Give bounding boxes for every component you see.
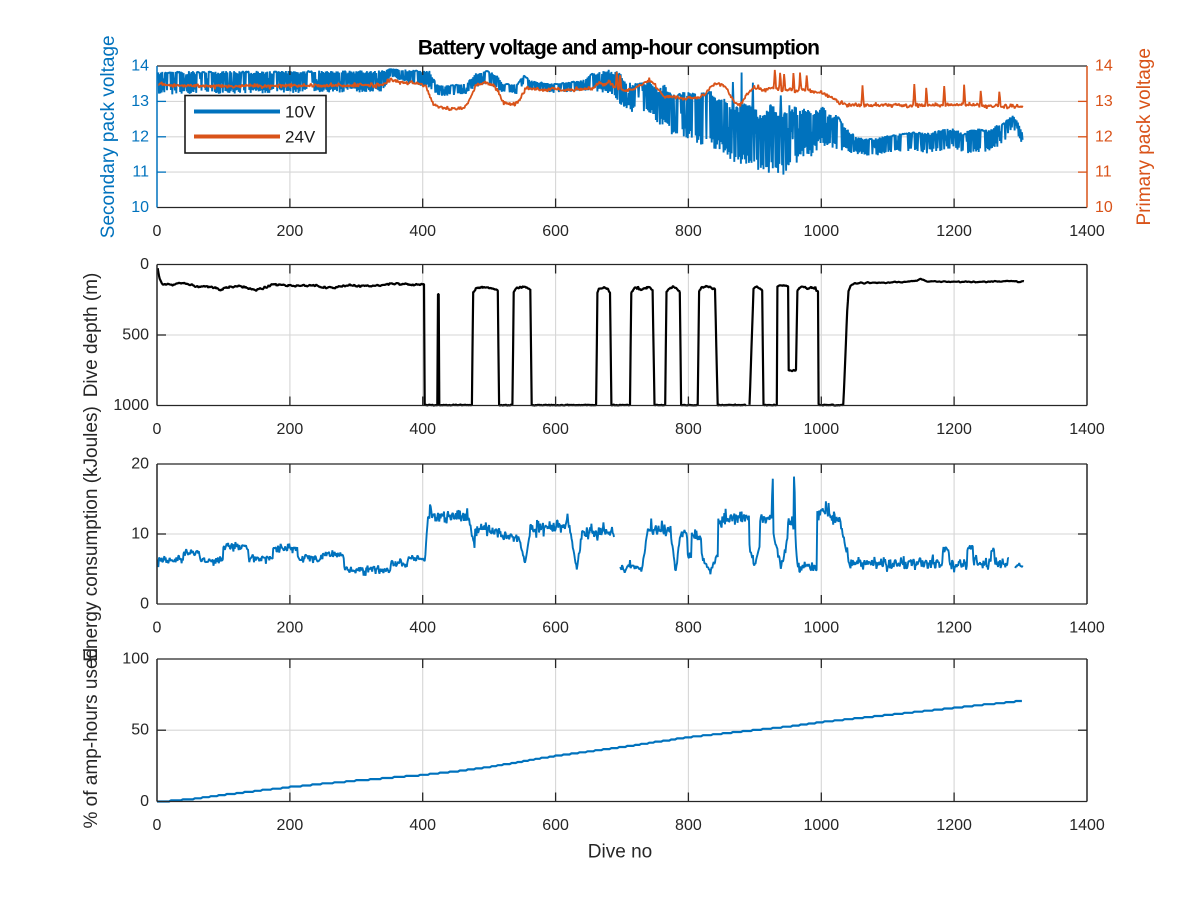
svg-text:24V: 24V	[285, 128, 316, 147]
svg-text:1200: 1200	[936, 223, 972, 240]
svg-text:13: 13	[131, 93, 149, 110]
svg-text:Secondary pack voltage: Secondary pack voltage	[98, 35, 119, 238]
svg-text:400: 400	[409, 620, 436, 637]
svg-text:Energy consumption (kJoules): Energy consumption (kJoules)	[81, 406, 102, 662]
svg-text:1000: 1000	[804, 817, 840, 834]
svg-text:1000: 1000	[113, 397, 149, 414]
svg-text:20: 20	[131, 456, 149, 473]
svg-text:10V: 10V	[285, 103, 316, 122]
svg-text:50: 50	[131, 722, 149, 739]
svg-text:12: 12	[1095, 128, 1113, 145]
svg-text:400: 400	[409, 223, 436, 240]
svg-text:Dive no: Dive no	[588, 842, 652, 863]
svg-text:0: 0	[153, 223, 162, 240]
svg-text:14: 14	[131, 58, 149, 75]
svg-text:1200: 1200	[936, 421, 972, 438]
svg-text:Dive depth (m): Dive depth (m)	[81, 273, 102, 398]
svg-text:800: 800	[675, 421, 702, 438]
svg-text:200: 200	[277, 620, 304, 637]
svg-text:600: 600	[542, 421, 569, 438]
svg-text:11: 11	[132, 164, 149, 181]
svg-text:800: 800	[675, 620, 702, 637]
svg-text:800: 800	[675, 223, 702, 240]
svg-text:0: 0	[153, 421, 162, 438]
svg-text:% of amp-hours used: % of amp-hours used	[81, 648, 102, 829]
svg-text:1400: 1400	[1069, 817, 1105, 834]
svg-text:200: 200	[277, 223, 304, 240]
svg-text:10: 10	[131, 526, 149, 543]
svg-text:1200: 1200	[936, 620, 972, 637]
svg-text:600: 600	[542, 620, 569, 637]
svg-text:600: 600	[542, 223, 569, 240]
svg-text:1000: 1000	[804, 223, 840, 240]
svg-text:0: 0	[153, 817, 162, 834]
svg-text:1000: 1000	[804, 421, 840, 438]
svg-text:1400: 1400	[1069, 223, 1105, 240]
svg-text:13: 13	[1095, 93, 1113, 110]
svg-text:0: 0	[140, 596, 149, 613]
svg-text:400: 400	[409, 421, 436, 438]
svg-text:1000: 1000	[804, 620, 840, 637]
svg-text:1400: 1400	[1069, 421, 1105, 438]
svg-text:100: 100	[122, 651, 149, 668]
svg-text:1200: 1200	[936, 817, 972, 834]
svg-text:Battery voltage and amp-hour c: Battery voltage and amp-hour consumption	[418, 37, 819, 60]
svg-text:12: 12	[131, 128, 149, 145]
svg-text:200: 200	[277, 817, 304, 834]
svg-text:0: 0	[140, 256, 149, 273]
svg-text:11: 11	[1095, 164, 1112, 181]
svg-text:800: 800	[675, 817, 702, 834]
svg-text:10: 10	[131, 199, 149, 216]
svg-text:0: 0	[140, 793, 149, 810]
svg-text:600: 600	[542, 817, 569, 834]
svg-text:0: 0	[153, 620, 162, 637]
svg-text:200: 200	[277, 421, 304, 438]
svg-text:14: 14	[1095, 58, 1113, 75]
svg-text:Primary pack voltage: Primary pack voltage	[1134, 48, 1155, 225]
svg-text:10: 10	[1095, 199, 1113, 216]
svg-text:1400: 1400	[1069, 620, 1105, 637]
svg-text:400: 400	[409, 817, 436, 834]
svg-text:500: 500	[122, 327, 149, 344]
